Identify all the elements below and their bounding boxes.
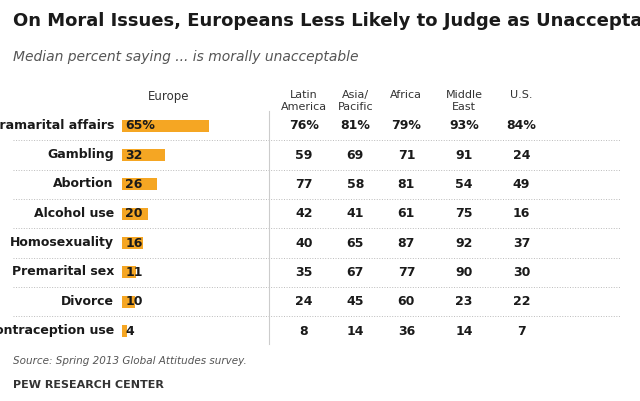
- Text: Gambling: Gambling: [47, 148, 114, 160]
- Text: Middle
East: Middle East: [445, 90, 483, 112]
- Text: Alcohol use: Alcohol use: [34, 206, 114, 219]
- FancyBboxPatch shape: [122, 296, 135, 308]
- Text: 16: 16: [513, 207, 531, 220]
- Text: 81%: 81%: [340, 119, 370, 132]
- Text: 84%: 84%: [507, 119, 536, 132]
- Text: 77: 77: [397, 265, 415, 278]
- Text: Europe: Europe: [148, 90, 189, 103]
- Text: 60: 60: [397, 295, 415, 308]
- Text: 65: 65: [346, 236, 364, 249]
- Text: 79%: 79%: [392, 119, 421, 132]
- Text: 22: 22: [513, 295, 531, 308]
- Text: 37: 37: [513, 236, 531, 249]
- Text: 71: 71: [397, 148, 415, 161]
- Text: 14: 14: [455, 324, 473, 337]
- Text: 58: 58: [346, 178, 364, 190]
- Text: 30: 30: [513, 265, 531, 278]
- Text: 90: 90: [455, 265, 473, 278]
- Text: 77: 77: [295, 178, 313, 190]
- Text: 49: 49: [513, 178, 531, 190]
- Text: 81: 81: [397, 178, 415, 190]
- Text: 59: 59: [295, 148, 313, 161]
- FancyBboxPatch shape: [122, 179, 157, 191]
- Text: 14: 14: [346, 324, 364, 337]
- Text: 45: 45: [346, 295, 364, 308]
- Text: Divorce: Divorce: [61, 294, 114, 307]
- FancyBboxPatch shape: [122, 267, 136, 279]
- Text: 54: 54: [455, 178, 473, 190]
- Text: 41: 41: [346, 207, 364, 220]
- Text: Contraception use: Contraception use: [0, 323, 114, 336]
- Text: 40: 40: [295, 236, 313, 249]
- Text: Latin
America: Latin America: [281, 90, 327, 112]
- Text: 61: 61: [397, 207, 415, 220]
- Text: 35: 35: [295, 265, 313, 278]
- Text: Premarital sex: Premarital sex: [12, 265, 114, 277]
- Text: 24: 24: [295, 295, 313, 308]
- Text: 92: 92: [455, 236, 473, 249]
- Text: 91: 91: [455, 148, 473, 161]
- Text: Source: Spring 2013 Global Attitudes survey.: Source: Spring 2013 Global Attitudes sur…: [13, 355, 246, 365]
- Text: 7: 7: [517, 324, 526, 337]
- Text: 16: 16: [125, 236, 143, 249]
- Text: Asia/
Pacific: Asia/ Pacific: [337, 90, 373, 112]
- Text: On Moral Issues, Europeans Less Likely to Judge as Unacceptable: On Moral Issues, Europeans Less Likely t…: [13, 12, 640, 30]
- Text: 36: 36: [398, 324, 415, 337]
- Text: 26: 26: [125, 178, 143, 190]
- Text: 8: 8: [300, 324, 308, 337]
- Text: 87: 87: [397, 236, 415, 249]
- Text: 65%: 65%: [125, 119, 156, 132]
- Text: 67: 67: [346, 265, 364, 278]
- Text: 23: 23: [455, 295, 473, 308]
- Text: Median percent saying ... is morally unacceptable: Median percent saying ... is morally una…: [13, 50, 358, 64]
- Text: 10: 10: [125, 295, 143, 308]
- Text: Homosexuality: Homosexuality: [10, 235, 114, 248]
- FancyBboxPatch shape: [122, 150, 164, 162]
- Text: 4: 4: [125, 324, 134, 337]
- Text: 76%: 76%: [289, 119, 319, 132]
- FancyBboxPatch shape: [122, 237, 143, 249]
- Text: 75: 75: [455, 207, 473, 220]
- Text: 93%: 93%: [449, 119, 479, 132]
- FancyBboxPatch shape: [122, 120, 209, 132]
- Text: Abortion: Abortion: [53, 177, 114, 190]
- Text: 20: 20: [125, 207, 143, 220]
- Text: 42: 42: [295, 207, 313, 220]
- Text: PEW RESEARCH CENTER: PEW RESEARCH CENTER: [13, 379, 164, 389]
- Text: U.S.: U.S.: [510, 90, 533, 100]
- Text: Africa: Africa: [390, 90, 422, 100]
- Text: 32: 32: [125, 148, 143, 161]
- Text: 11: 11: [125, 265, 143, 278]
- FancyBboxPatch shape: [122, 325, 127, 337]
- Text: Extramarital affairs: Extramarital affairs: [0, 118, 114, 131]
- Text: 24: 24: [513, 148, 531, 161]
- FancyBboxPatch shape: [122, 208, 148, 220]
- Text: 69: 69: [347, 148, 364, 161]
